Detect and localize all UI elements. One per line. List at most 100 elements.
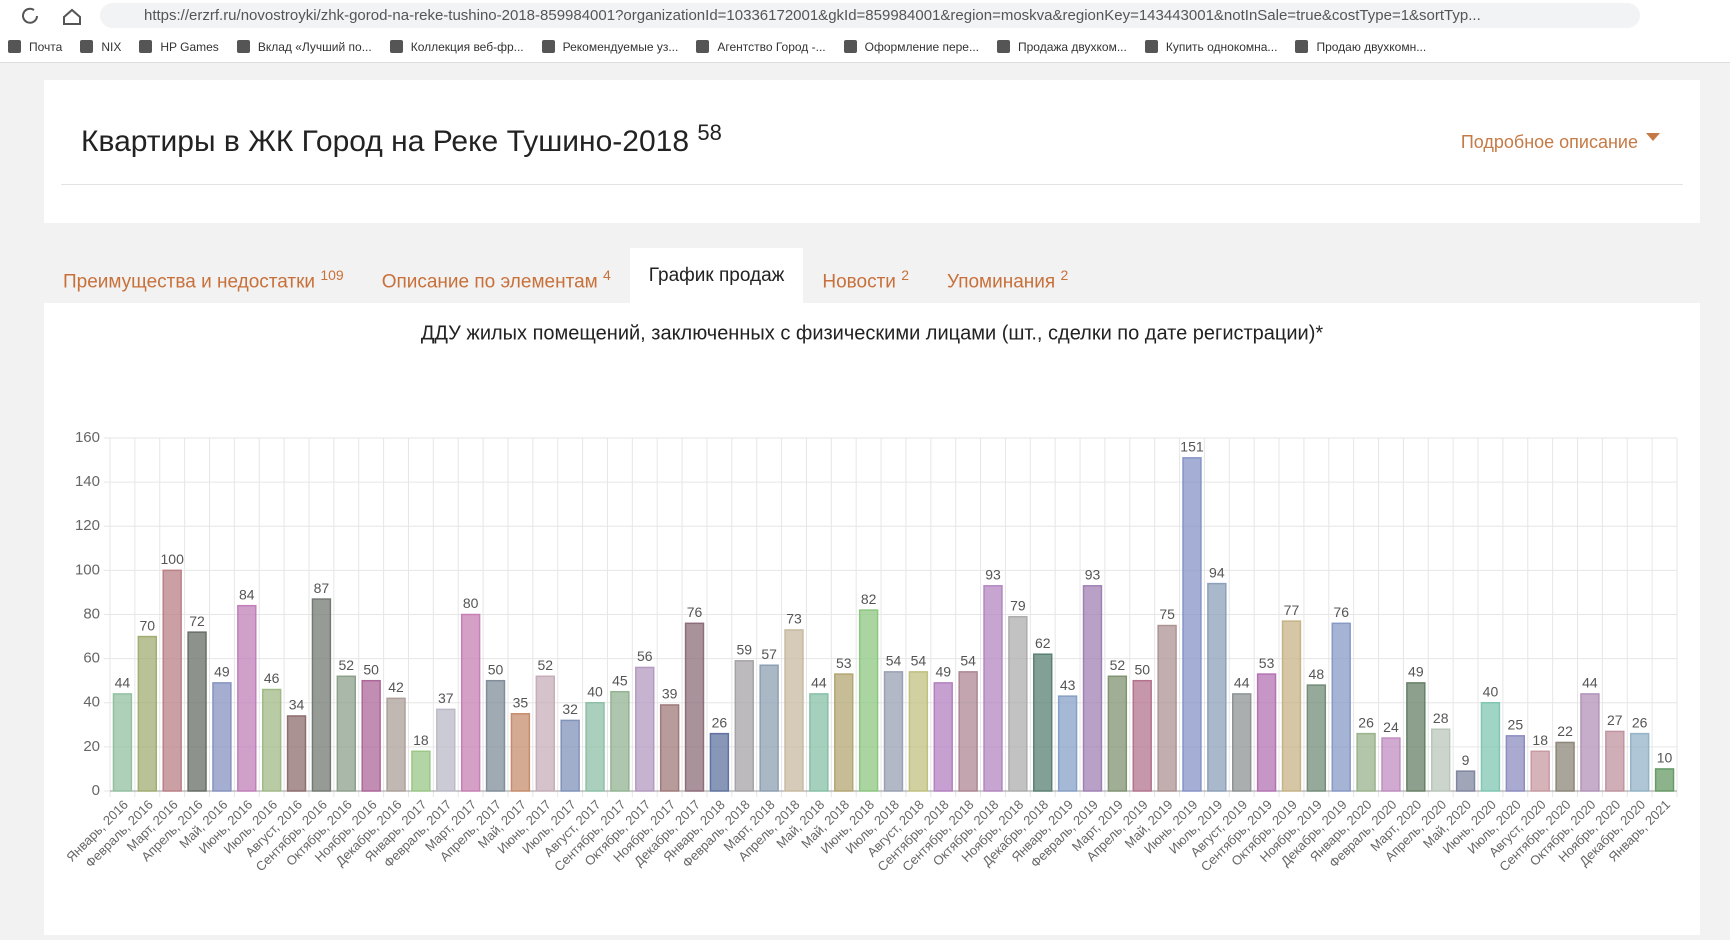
- value-label: 49: [1408, 664, 1424, 680]
- value-label: 45: [612, 672, 628, 688]
- value-label: 50: [363, 661, 379, 677]
- tab-label: Преимущества и недостатки: [63, 271, 316, 293]
- home-icon[interactable]: [63, 8, 81, 25]
- value-label: 18: [1532, 732, 1548, 748]
- bar: [311, 598, 332, 792]
- bar: [1082, 585, 1103, 792]
- bar: [933, 682, 953, 792]
- value-label: 52: [1110, 657, 1126, 673]
- bookmark[interactable]: Вклад «Лучший по...: [236, 40, 372, 54]
- bar: [436, 708, 456, 792]
- value-label: 44: [1234, 675, 1250, 691]
- bookmark[interactable]: Оформление пере...: [843, 40, 979, 54]
- value-label: 39: [662, 686, 678, 702]
- value-label: 57: [761, 646, 777, 662]
- bookmark[interactable]: Почта: [8, 40, 62, 54]
- address-bar[interactable]: https://erzrf.ru/novostroyki/zhk-gorod-n…: [100, 3, 1640, 28]
- bar: [1033, 653, 1053, 792]
- chart-panel: ДДУ жилых помещений, заключенных с физич…: [44, 303, 1700, 935]
- bookmark-icon: [1144, 40, 1158, 53]
- bookmark-icon: [236, 40, 250, 53]
- bookmark-icon: [389, 40, 403, 53]
- bookmark[interactable]: Купить однокомна...: [1144, 40, 1277, 54]
- bookmark[interactable]: Продажа двухком...: [996, 39, 1127, 54]
- bar: [411, 750, 431, 792]
- bar: [112, 693, 133, 792]
- bar: [759, 664, 779, 792]
- bookmark[interactable]: Продаю двухкомн...: [1295, 40, 1426, 54]
- bar: [809, 693, 829, 792]
- tab[interactable]: График продаж: [629, 248, 804, 303]
- bar: [834, 673, 854, 792]
- bookmark-label: Рекомендуемые уз...: [562, 39, 679, 54]
- reload-icon[interactable]: [22, 7, 38, 24]
- bookmark[interactable]: NIX: [80, 40, 121, 54]
- bookmark[interactable]: HP Games: [139, 40, 219, 54]
- bookmark[interactable]: Коллекция веб-фр...: [389, 40, 524, 54]
- value-label: 34: [289, 697, 305, 713]
- value-label: 77: [1284, 602, 1300, 618]
- chart: ДДУ жилых помещений, заключенных с физич…: [63, 322, 1678, 874]
- bar: [1232, 693, 1252, 792]
- value-label: 28: [1433, 710, 1449, 726]
- details-toggle[interactable]: Подробное описание: [1461, 132, 1660, 153]
- value-label: 25: [1508, 717, 1524, 733]
- value-label: 94: [1209, 564, 1225, 580]
- value-label: 54: [886, 653, 902, 669]
- title-count: 58: [697, 120, 722, 145]
- bookmark-icon: [541, 40, 555, 53]
- value-label: 75: [1159, 606, 1175, 622]
- value-label: 70: [140, 617, 156, 633]
- bookmark-label: Продажа двухком...: [1017, 39, 1127, 54]
- bar: [261, 688, 282, 792]
- value-label: 59: [736, 642, 752, 658]
- tabs: Преимущества и недостатки 109 Описание по…: [44, 248, 1087, 303]
- tab-label: Упоминания: [946, 271, 1056, 293]
- value-label: 10: [1657, 750, 1673, 766]
- tab[interactable]: Упоминания 2: [928, 248, 1087, 303]
- y-tick-label: 20: [83, 738, 100, 755]
- tab-count: 2: [1060, 267, 1069, 283]
- bar: [784, 629, 804, 792]
- y-tick-label: 140: [75, 473, 100, 490]
- bar: [684, 622, 705, 792]
- bookmark[interactable]: Агентство Город -...: [696, 39, 826, 54]
- value-label: 87: [314, 580, 330, 596]
- tab[interactable]: Описание по элементам 4: [363, 248, 630, 303]
- bar: [734, 660, 754, 792]
- value-label: 40: [587, 683, 603, 699]
- bar: [336, 675, 356, 792]
- bookmark-label: Агентство Город -...: [717, 39, 826, 54]
- bar: [585, 702, 605, 792]
- bookmark-icon: [1295, 40, 1309, 53]
- bar: [908, 671, 929, 792]
- bar: [560, 719, 580, 792]
- bar: [1654, 768, 1675, 792]
- bookmark[interactable]: Рекомендуемые уз...: [541, 39, 679, 54]
- value-label: 80: [463, 595, 479, 611]
- bar: [510, 713, 531, 792]
- chart-title: ДДУ жилых помещений, заключенных с физич…: [421, 322, 1323, 344]
- bar: [1480, 702, 1501, 792]
- y-tick-label: 100: [75, 561, 100, 578]
- value-label: 84: [239, 586, 255, 602]
- value-label: 44: [115, 675, 131, 691]
- bar: [858, 609, 879, 792]
- bar: [1356, 732, 1376, 792]
- tab[interactable]: Новости 2: [803, 248, 928, 303]
- tab-count: 4: [602, 267, 611, 283]
- value-label: 26: [1358, 714, 1374, 730]
- value-label: 82: [861, 591, 877, 607]
- header-card: Квартиры в ЖК Город на Реке Тушино-2018 …: [44, 80, 1700, 223]
- value-label: 54: [960, 653, 976, 669]
- bar: [1008, 615, 1028, 792]
- value-label: 27: [1607, 712, 1623, 728]
- value-label: 44: [1582, 675, 1598, 691]
- bar: [386, 697, 406, 792]
- value-label: 56: [637, 648, 653, 664]
- value-label: 22: [1557, 723, 1573, 739]
- value-label: 32: [562, 701, 578, 717]
- tab[interactable]: Преимущества и недостатки 109: [44, 248, 363, 303]
- y-tick-label: 40: [83, 694, 100, 711]
- bar: [212, 682, 232, 792]
